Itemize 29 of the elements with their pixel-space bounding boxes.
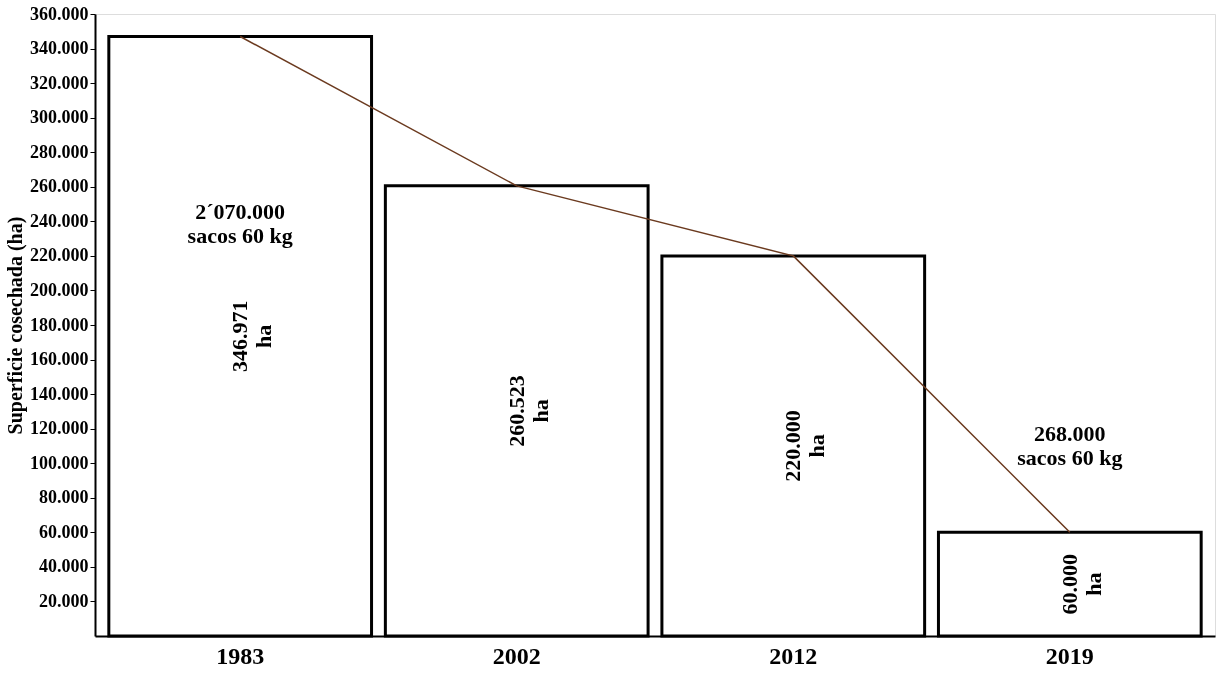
data-label: 346.971 ha: [227, 300, 277, 373]
data-label: 260.523 ha: [503, 375, 553, 447]
y-tick-label: 240.000: [30, 210, 89, 231]
y-tick-label: 340.000: [30, 38, 89, 59]
y-tick-label: 320.000: [30, 72, 89, 93]
y-tick-label: 140.000: [30, 383, 89, 404]
y-tick-label: 120.000: [30, 418, 89, 439]
data-label: 60.000 ha: [1056, 553, 1106, 615]
y-tick-label: 300.000: [30, 107, 89, 128]
y-tick-label: 20.000: [39, 590, 89, 611]
y-tick-label: 180.000: [30, 314, 89, 335]
y-tick-label: 100.000: [30, 452, 89, 473]
y-tick-label: 80.000: [39, 487, 89, 508]
x-tick-label: 1983: [216, 642, 265, 669]
x-tick-label: 2019: [1045, 642, 1094, 669]
data-label: 220.000 ha: [780, 410, 830, 482]
y-tick-label: 200.000: [30, 279, 89, 300]
y-tick-label: 260.000: [30, 176, 89, 197]
y-tick-label: 280.000: [30, 141, 89, 162]
annotation: 268.000 sacos 60 kg: [1017, 421, 1123, 470]
annotation: 2´070.000 sacos 60 kg: [187, 199, 293, 248]
x-tick-label: 2012: [769, 642, 818, 669]
y-axis-title: Superficie cosechada (ha): [4, 216, 27, 435]
y-tick-label: 360.000: [30, 3, 89, 24]
y-tick-label: 220.000: [30, 245, 89, 266]
x-tick-label: 2002: [492, 642, 541, 669]
y-tick-label: 160.000: [30, 349, 89, 370]
y-tick-label: 40.000: [39, 556, 89, 577]
y-tick-label: 60.000: [39, 521, 89, 542]
